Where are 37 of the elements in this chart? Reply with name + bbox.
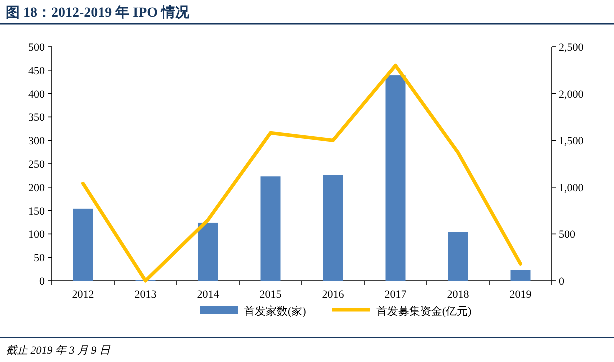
line-series (82, 64, 522, 283)
bar (323, 175, 344, 281)
y-tick-label: 400 (28, 88, 46, 101)
bar (198, 222, 218, 281)
y2-tick-label: 1,000 (559, 182, 584, 194)
bar (260, 176, 281, 281)
y2-tick-label: 2,000 (559, 88, 584, 101)
y-tick-label: 100 (28, 229, 46, 242)
x-tick-label: 2014 (197, 289, 220, 301)
y-tick-label: 250 (28, 159, 46, 171)
legend-label: 首发募集资金(亿元) (376, 305, 472, 318)
x-tick-label: 2019 (510, 289, 532, 301)
y2-tick-label: 1,500 (559, 136, 584, 148)
y-tick-label: 0 (40, 276, 46, 288)
x-tick-label: 2015 (260, 289, 282, 301)
x-tick-label: 2018 (447, 289, 470, 301)
y2-tick-label: 500 (559, 229, 576, 242)
x-tick-label: 2013 (134, 289, 158, 301)
y-tick-label: 200 (28, 182, 46, 194)
text: 截止 2019 年 3 月 9 日 (6, 344, 112, 357)
x-tick-label: 2017 (384, 289, 408, 301)
x-tick-label: 2012 (72, 289, 94, 301)
y-tick-label: 300 (28, 136, 46, 148)
bar (448, 232, 468, 281)
y-tick-label: 50 (34, 252, 46, 265)
legend-label: 首发家数(家) (244, 305, 307, 318)
x-tick-label: 2016 (322, 289, 345, 301)
y2-tick-label: 0 (559, 276, 565, 288)
y-tick-label: 150 (28, 206, 46, 218)
bar (386, 76, 406, 281)
bar (510, 270, 531, 281)
y-tick-label: 500 (28, 42, 46, 54)
y2-tick-label: 2,500 (559, 42, 584, 54)
chart-title: 图 18：2012-2019 年 IPO 情况 (6, 5, 191, 21)
y-tick-label: 350 (28, 112, 46, 124)
bar (73, 208, 94, 281)
y-tick-label: 450 (28, 65, 46, 78)
